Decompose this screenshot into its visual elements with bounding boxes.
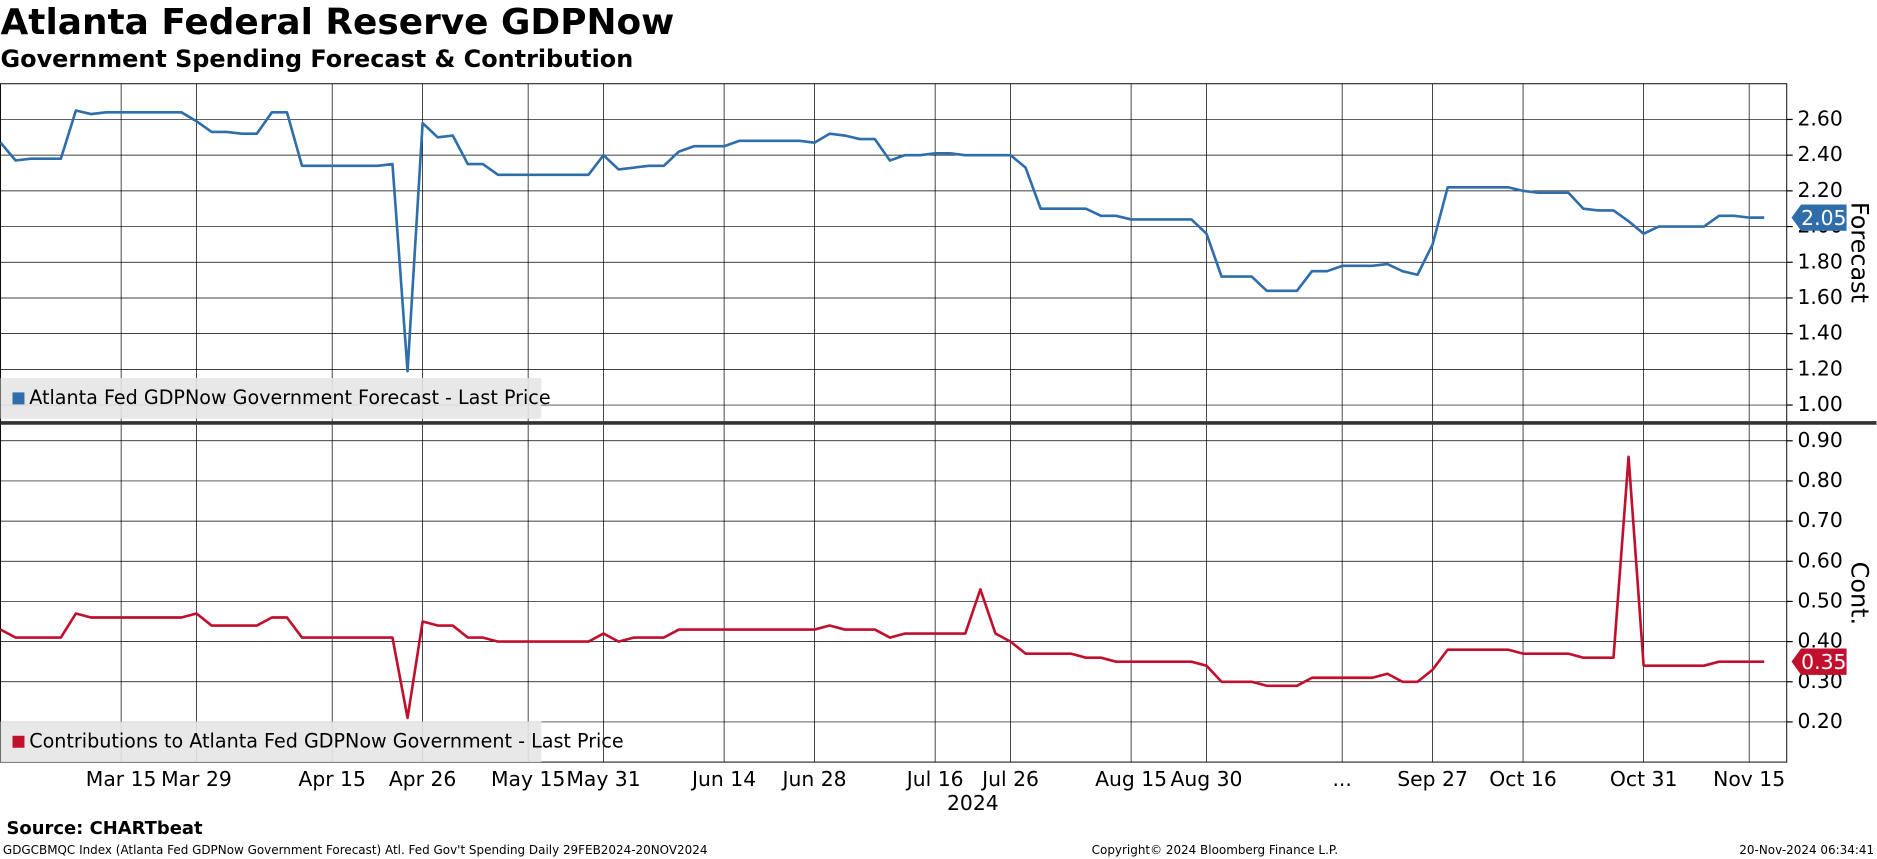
y-tick-label: 0.90 xyxy=(1798,428,1843,452)
last-value-badge xyxy=(1791,648,1847,675)
x-tick-label: Apr 26 xyxy=(389,767,457,791)
y-tick-label: 0.50 xyxy=(1798,588,1843,612)
legend-label: Atlanta Fed GDPNow Government Forecast -… xyxy=(29,386,550,409)
y-tick-label: 0.80 xyxy=(1798,468,1843,492)
x-tick-label: May 31 xyxy=(566,767,640,791)
x-tick-label: Oct 16 xyxy=(1489,767,1556,791)
legend-label: Contributions to Atlanta Fed GDPNow Gove… xyxy=(29,729,623,752)
x-tick-label: Jul 16 xyxy=(905,767,964,791)
x-tick-label: Apr 15 xyxy=(298,767,366,791)
legend-box xyxy=(0,378,542,419)
footer-left: GDGCBMQC Index (Atlanta Fed GDPNow Gover… xyxy=(3,843,708,857)
x-tick-label: May 15 xyxy=(491,767,565,791)
chart-subtitle: Government Spending Forecast & Contribut… xyxy=(1,45,634,73)
x-tick-label: ... xyxy=(1332,767,1351,791)
y-tick-label: 1.80 xyxy=(1798,249,1843,273)
last-value-label: 2.05 xyxy=(1801,206,1846,230)
legend-swatch xyxy=(12,735,25,748)
y-tick-label: 1.60 xyxy=(1798,285,1843,309)
y-tick-label: 2.40 xyxy=(1798,142,1843,166)
line-series xyxy=(0,455,1765,720)
source: Source: CHARTbeat xyxy=(7,818,203,839)
footer-center: Copyright© 2024 Bloomberg Finance L.P. xyxy=(1092,843,1338,857)
y-tick-label: 1.20 xyxy=(1798,356,1843,380)
x-tick-label: Aug 15 xyxy=(1095,767,1167,791)
x-tick-label: Mar 29 xyxy=(161,767,232,791)
line-series xyxy=(0,109,1765,373)
y-tick-label: 1.40 xyxy=(1798,321,1843,345)
x-tick-label: Jul 26 xyxy=(980,767,1039,791)
y-tick-label: 2.60 xyxy=(1798,106,1843,130)
chart-title: Atlanta Federal Reserve GDPNow xyxy=(1,2,675,43)
x-tick-label: Mar 15 xyxy=(86,767,157,791)
x-tick-label: Nov 15 xyxy=(1713,767,1785,791)
legend-box xyxy=(0,721,542,763)
y-tick-label: 0.70 xyxy=(1798,508,1843,532)
y-tick-label: 2.20 xyxy=(1798,178,1843,202)
y-tick-label: 0.60 xyxy=(1798,548,1843,572)
y-tick-label: 1.00 xyxy=(1798,392,1843,416)
y-tick-label: 0.20 xyxy=(1798,709,1843,733)
x-tick-label: Jun 28 xyxy=(781,767,847,791)
x-axis-label: 2024 xyxy=(947,791,999,815)
last-value-badge xyxy=(1791,204,1847,231)
x-tick-label: Jun 14 xyxy=(690,767,756,791)
y-axis-label: Cont. xyxy=(1846,562,1874,625)
y-axis-label: Forecast xyxy=(1846,202,1874,303)
legend-swatch xyxy=(12,392,25,405)
x-tick-label: Aug 30 xyxy=(1170,767,1242,791)
x-tick-label: Oct 31 xyxy=(1610,767,1677,791)
last-value-label: 0.35 xyxy=(1801,650,1846,674)
x-tick-label: Sep 27 xyxy=(1397,767,1468,791)
footer-right: 20-Nov-2024 06:34:41 xyxy=(1739,843,1874,857)
